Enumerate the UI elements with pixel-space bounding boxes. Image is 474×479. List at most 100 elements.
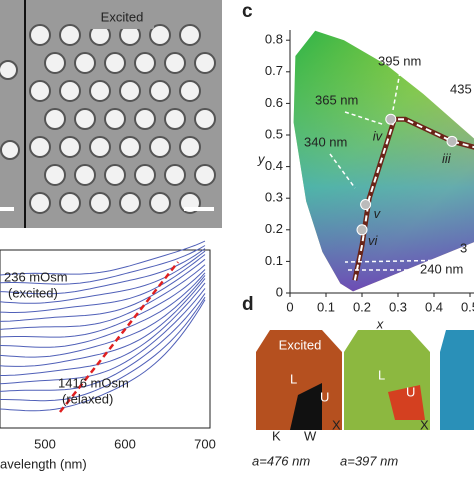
particle xyxy=(74,108,96,130)
spectrum xyxy=(0,258,206,322)
spectrum xyxy=(0,272,206,348)
tick-label: 0.7 xyxy=(265,63,283,78)
particle xyxy=(89,192,111,214)
particle xyxy=(164,164,186,186)
annotation: 340 nm xyxy=(304,134,347,149)
scale-bar xyxy=(184,207,214,211)
tile xyxy=(440,330,474,430)
tick-label: 0.3 xyxy=(389,299,407,314)
particle xyxy=(104,52,126,74)
arrow xyxy=(344,111,386,126)
particle xyxy=(59,24,81,46)
state-point xyxy=(385,113,397,125)
annotation: 236 mOsm xyxy=(4,269,68,284)
tick-label: 0.4 xyxy=(425,299,443,314)
tick-label: 0.2 xyxy=(265,221,283,236)
particle xyxy=(29,80,51,102)
panel-label: c xyxy=(242,1,253,22)
particle xyxy=(44,52,66,74)
trajectory-dash xyxy=(353,118,474,281)
point-label: X xyxy=(332,417,341,432)
tile-title: Excited xyxy=(279,337,322,352)
tick-label: 0.4 xyxy=(265,158,283,173)
point-label: W xyxy=(304,428,317,443)
panel-label: d xyxy=(242,294,254,315)
spectrum xyxy=(0,296,206,402)
spectrum xyxy=(0,269,206,338)
particle xyxy=(134,52,156,74)
caption: a=476 nm xyxy=(252,453,310,468)
particle xyxy=(59,80,81,102)
particle xyxy=(59,136,81,158)
annotation: (relaxed) xyxy=(62,391,113,406)
point-label: X xyxy=(420,417,429,432)
zone xyxy=(290,383,322,430)
particle xyxy=(149,24,171,46)
annotation: 395 nm xyxy=(378,53,421,68)
particle xyxy=(179,80,201,102)
spectrum xyxy=(0,254,206,313)
spectrum xyxy=(0,299,206,412)
tick-label: 0.3 xyxy=(265,190,283,205)
particle xyxy=(119,136,141,158)
scale-bar xyxy=(0,207,14,211)
particle xyxy=(59,192,81,214)
particle xyxy=(194,164,216,186)
trend-arrow xyxy=(59,261,179,413)
particle xyxy=(149,80,171,102)
point-label: K xyxy=(272,428,281,443)
particle xyxy=(149,192,171,214)
particle xyxy=(0,140,20,160)
particle xyxy=(29,24,51,46)
particle xyxy=(104,164,126,186)
particle xyxy=(149,136,171,158)
annotation: 365 nm xyxy=(315,92,358,107)
axis-label: x xyxy=(376,316,384,331)
arrow xyxy=(344,259,461,263)
spectrum xyxy=(0,248,206,295)
annotation: 435 xyxy=(450,81,472,96)
tick-label: 0.1 xyxy=(317,299,335,314)
spectrum xyxy=(0,293,206,392)
annotation: 3 xyxy=(460,240,467,255)
zone xyxy=(388,385,425,420)
state-point xyxy=(360,199,372,211)
particle xyxy=(89,80,111,102)
annotation: (excited) xyxy=(8,285,58,300)
point-label: L xyxy=(378,367,385,382)
particle xyxy=(179,136,201,158)
particle xyxy=(104,108,126,130)
tick-label: 0.1 xyxy=(265,253,283,268)
particle xyxy=(89,136,111,158)
tick-label: 0.5 xyxy=(461,299,474,314)
chromaticity: 0 0.1 0.2 0.3 0.4 0.5 0.6 0.7 0.8 0 0.1 0.2 0.3 0.4 0.… xyxy=(257,30,474,331)
point-label: U xyxy=(406,384,415,399)
point-label: U xyxy=(320,389,329,404)
particle xyxy=(134,164,156,186)
particle xyxy=(44,164,66,186)
particle xyxy=(44,108,66,130)
spectrum xyxy=(0,240,206,276)
particle xyxy=(119,192,141,214)
tick-label: 0.2 xyxy=(353,299,371,314)
state-point xyxy=(446,135,458,147)
tick-label: 0 xyxy=(276,284,283,299)
particles xyxy=(0,24,216,214)
particle xyxy=(134,108,156,130)
annotation: 1416 mOsm xyxy=(58,375,129,390)
tick-label: 0 xyxy=(286,299,293,314)
state-label: iii xyxy=(442,151,452,166)
particle xyxy=(164,52,186,74)
spectrum xyxy=(0,264,206,330)
plot-frame xyxy=(0,249,211,429)
title-bg xyxy=(90,5,154,29)
particle xyxy=(194,52,216,74)
state-label: v xyxy=(374,206,382,221)
particle xyxy=(119,80,141,102)
spectrum xyxy=(0,275,206,358)
point-label: L xyxy=(290,371,297,386)
axis-label: avelength (nm) xyxy=(0,456,87,471)
panel-title: Excited xyxy=(101,9,144,24)
particle xyxy=(29,136,51,158)
